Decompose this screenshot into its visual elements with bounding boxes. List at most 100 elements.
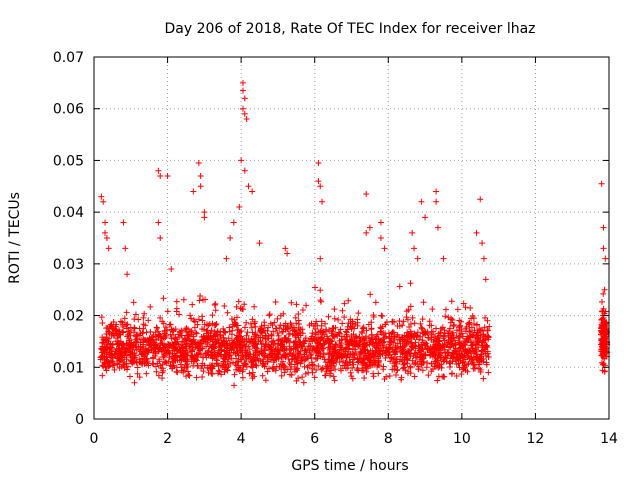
data-point bbox=[102, 336, 109, 343]
data-point bbox=[156, 345, 163, 352]
data-point bbox=[425, 372, 432, 379]
data-point bbox=[429, 306, 436, 313]
data-point bbox=[184, 360, 191, 367]
data-point bbox=[192, 329, 199, 336]
data-point bbox=[257, 327, 264, 334]
data-point bbox=[457, 344, 464, 351]
data-point bbox=[295, 311, 302, 318]
data-point bbox=[314, 355, 321, 362]
data-point bbox=[331, 315, 338, 322]
data-point bbox=[157, 334, 164, 341]
data-point bbox=[297, 348, 304, 355]
data-point bbox=[298, 357, 305, 364]
data-point bbox=[147, 303, 154, 310]
data-point bbox=[224, 358, 231, 365]
grid bbox=[94, 57, 609, 419]
data-point bbox=[241, 110, 248, 117]
data-point bbox=[120, 361, 127, 368]
data-point bbox=[126, 340, 133, 347]
data-point bbox=[200, 368, 207, 375]
data-point bbox=[301, 351, 308, 358]
data-point bbox=[152, 329, 159, 336]
data-point bbox=[312, 284, 319, 291]
data-point bbox=[339, 320, 346, 327]
data-point bbox=[339, 307, 346, 314]
data-point bbox=[411, 320, 418, 327]
data-point bbox=[373, 340, 380, 347]
data-point bbox=[436, 338, 443, 345]
data-point bbox=[176, 311, 183, 318]
data-point bbox=[189, 301, 196, 308]
data-point bbox=[432, 341, 439, 348]
data-point bbox=[291, 328, 298, 335]
data-point bbox=[183, 325, 190, 332]
data-point bbox=[303, 302, 310, 309]
data-point bbox=[157, 314, 164, 321]
data-point bbox=[332, 341, 339, 348]
data-point bbox=[317, 183, 324, 190]
data-point bbox=[600, 305, 607, 312]
data-point bbox=[484, 317, 491, 324]
data-point bbox=[308, 365, 315, 372]
data-point bbox=[311, 362, 318, 369]
data-point bbox=[105, 338, 112, 345]
data-point bbox=[381, 338, 388, 345]
data-point bbox=[288, 299, 295, 306]
data-point bbox=[241, 337, 248, 344]
data-point bbox=[145, 341, 152, 348]
data-point bbox=[261, 322, 268, 329]
data-point bbox=[234, 344, 241, 351]
data-point bbox=[348, 373, 355, 380]
data-point bbox=[372, 360, 379, 367]
data-point bbox=[454, 306, 461, 313]
data-point bbox=[235, 332, 242, 339]
data-point bbox=[270, 328, 277, 335]
data-point bbox=[328, 353, 335, 360]
data-point bbox=[293, 366, 300, 373]
data-point bbox=[436, 345, 443, 352]
data-point bbox=[410, 352, 417, 359]
data-point bbox=[302, 337, 309, 344]
data-point bbox=[197, 351, 204, 358]
data-point bbox=[277, 322, 284, 329]
data-point bbox=[264, 368, 271, 375]
data-point bbox=[101, 348, 108, 355]
data-point bbox=[223, 255, 230, 262]
data-point bbox=[354, 356, 361, 363]
data-point bbox=[344, 344, 351, 351]
data-point bbox=[390, 348, 397, 355]
data-point bbox=[601, 355, 608, 362]
data-point bbox=[375, 370, 382, 377]
data-point bbox=[284, 325, 291, 332]
data-point bbox=[136, 346, 143, 353]
data-point bbox=[365, 321, 372, 328]
data-point bbox=[288, 372, 295, 379]
data-point bbox=[344, 326, 351, 333]
data-point bbox=[405, 306, 412, 313]
data-point bbox=[299, 374, 306, 381]
data-point bbox=[364, 365, 371, 372]
data-point bbox=[372, 339, 379, 346]
data-point bbox=[293, 301, 300, 308]
x-tick-label: 14 bbox=[600, 431, 618, 447]
data-point bbox=[372, 299, 379, 306]
data-point bbox=[450, 322, 457, 329]
data-point bbox=[197, 183, 204, 190]
data-point bbox=[377, 219, 384, 226]
data-point bbox=[409, 314, 416, 321]
data-point bbox=[256, 240, 263, 247]
data-point bbox=[249, 375, 256, 382]
y-tick-label: 0.04 bbox=[53, 205, 84, 221]
data-point bbox=[363, 229, 370, 236]
data-point bbox=[229, 323, 236, 330]
data-point bbox=[336, 359, 343, 366]
data-point bbox=[379, 342, 386, 349]
data-point bbox=[218, 351, 225, 358]
data-point bbox=[486, 323, 493, 330]
data-point bbox=[126, 345, 133, 352]
data-point bbox=[343, 329, 350, 336]
data-point bbox=[317, 353, 324, 360]
data-point bbox=[193, 330, 200, 337]
data-point bbox=[117, 348, 124, 355]
data-point bbox=[300, 379, 307, 386]
